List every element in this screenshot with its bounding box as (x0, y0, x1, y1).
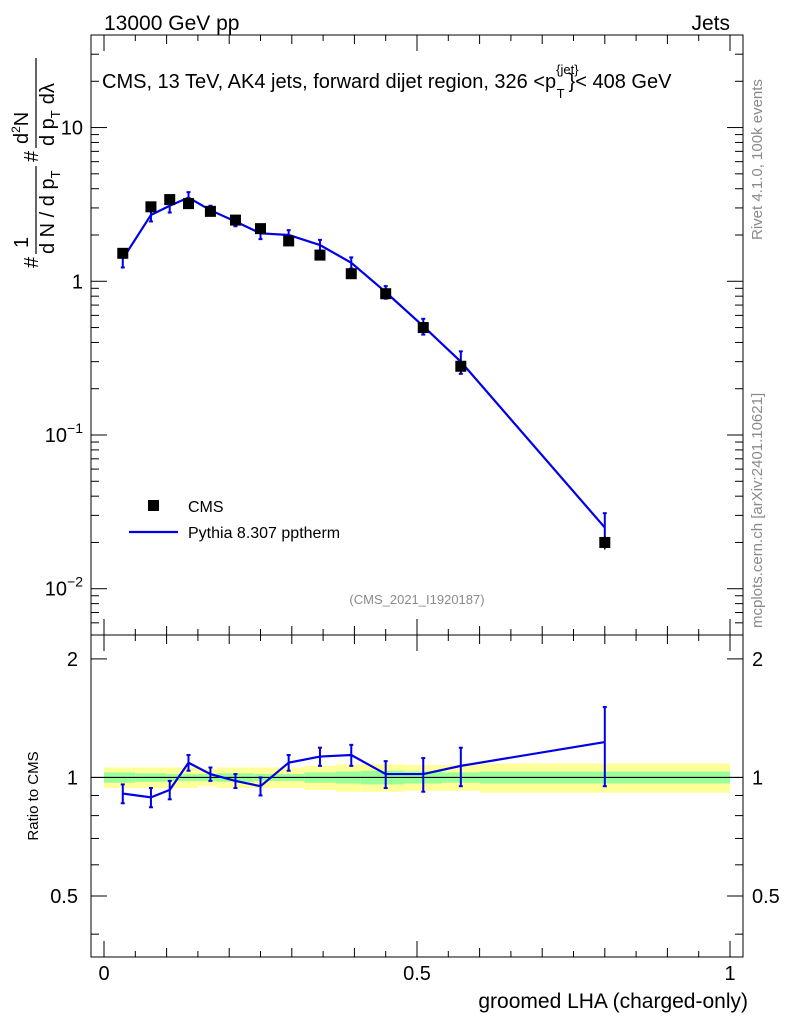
legend-data-marker (148, 500, 159, 511)
y-label-num: # (21, 150, 43, 162)
mc-series (120, 191, 607, 547)
legend: CMS Pythia 8.307 pptherm (129, 499, 340, 542)
data-point-5 (229, 214, 241, 226)
y-tick-label-main-2: 1 (72, 271, 83, 293)
ratio-panel-frame (90, 634, 744, 958)
axis-tick-labels: 0 0.5 1 10−2 10−1 1 10 0.5 0.5 1 1 2 2 (45, 118, 780, 985)
data-series (117, 194, 611, 550)
data-point-10 (380, 288, 392, 300)
plot-title-sup: {jet} (556, 62, 579, 77)
x-tick-label-1: 0.5 (403, 963, 431, 985)
data-point-3 (183, 198, 195, 210)
main-y-axis-label: # 1 d N / d pT # d2N d pTdλ (9, 58, 63, 268)
mc-line (121, 196, 606, 529)
data-point-11 (417, 322, 429, 334)
y-label-den: d N / d pT (37, 170, 63, 254)
y-label-d2n: d2N (9, 112, 33, 144)
plot-title: CMS, 13 TeV, AK4 jets, forward dijet reg… (102, 62, 672, 101)
y-tick-label-main-1: 10−1 (45, 420, 83, 447)
ratio-line (122, 740, 605, 799)
y-tick-label-ratio-right-0: 0.5 (752, 886, 780, 908)
y-label-dpt: d pTdλ (37, 83, 63, 146)
data-point-6 (255, 223, 266, 235)
data-point-12 (455, 360, 467, 372)
data-point-1 (145, 201, 157, 213)
plot-title-main: CMS, 13 TeV, AK4 jets, forward dijet reg… (102, 71, 556, 93)
data-point-9 (345, 268, 357, 280)
y-tick-label-ratio-2: 2 (67, 649, 78, 671)
plot-title-tail: }< 408 GeV (569, 71, 673, 93)
y-label-one: 1 (11, 237, 33, 248)
side-note-mcplots: mcplots.cern.ch [arXiv:2401.10621] (749, 393, 766, 628)
data-point-4 (204, 205, 216, 217)
ratio-y-axis-label: Ratio to CMS (25, 751, 42, 840)
y-tick-label-ratio-0: 0.5 (50, 886, 78, 908)
y-tick-label-main-0: 10−2 (45, 574, 83, 601)
plot-title-sub: T (557, 86, 565, 101)
axis-ticks (91, 34, 743, 957)
header-right: Jets (691, 12, 730, 35)
data-point-13 (599, 536, 611, 548)
data-point-8 (314, 249, 326, 261)
data-point-0 (117, 247, 129, 259)
x-tick-label-2: 1 (724, 963, 735, 985)
y-tick-label-ratio-right-1: 1 (752, 767, 763, 789)
side-note-rivet: Rivet 4.1.0, 100k events (749, 79, 766, 240)
data-point-7 (283, 235, 295, 247)
analysis-id: (CMS_2021_I1920187) (349, 592, 484, 607)
data-point-2 (164, 194, 176, 206)
y-tick-label-main-3: 10 (61, 118, 83, 140)
legend-mc-label: Pythia 8.307 pptherm (188, 525, 340, 542)
legend-data-label: CMS (188, 499, 224, 516)
header-left: 13000 GeV pp (104, 12, 239, 35)
main-panel-frame (90, 34, 744, 636)
ratio-series (120, 705, 607, 809)
y-label-prefix: # (21, 256, 43, 268)
x-axis-label: groomed LHA (charged-only) (478, 990, 748, 1013)
y-tick-label-ratio-right-2: 2 (752, 649, 763, 671)
x-tick-label-0: 0 (98, 963, 109, 985)
y-tick-label-ratio-1: 1 (67, 767, 78, 789)
